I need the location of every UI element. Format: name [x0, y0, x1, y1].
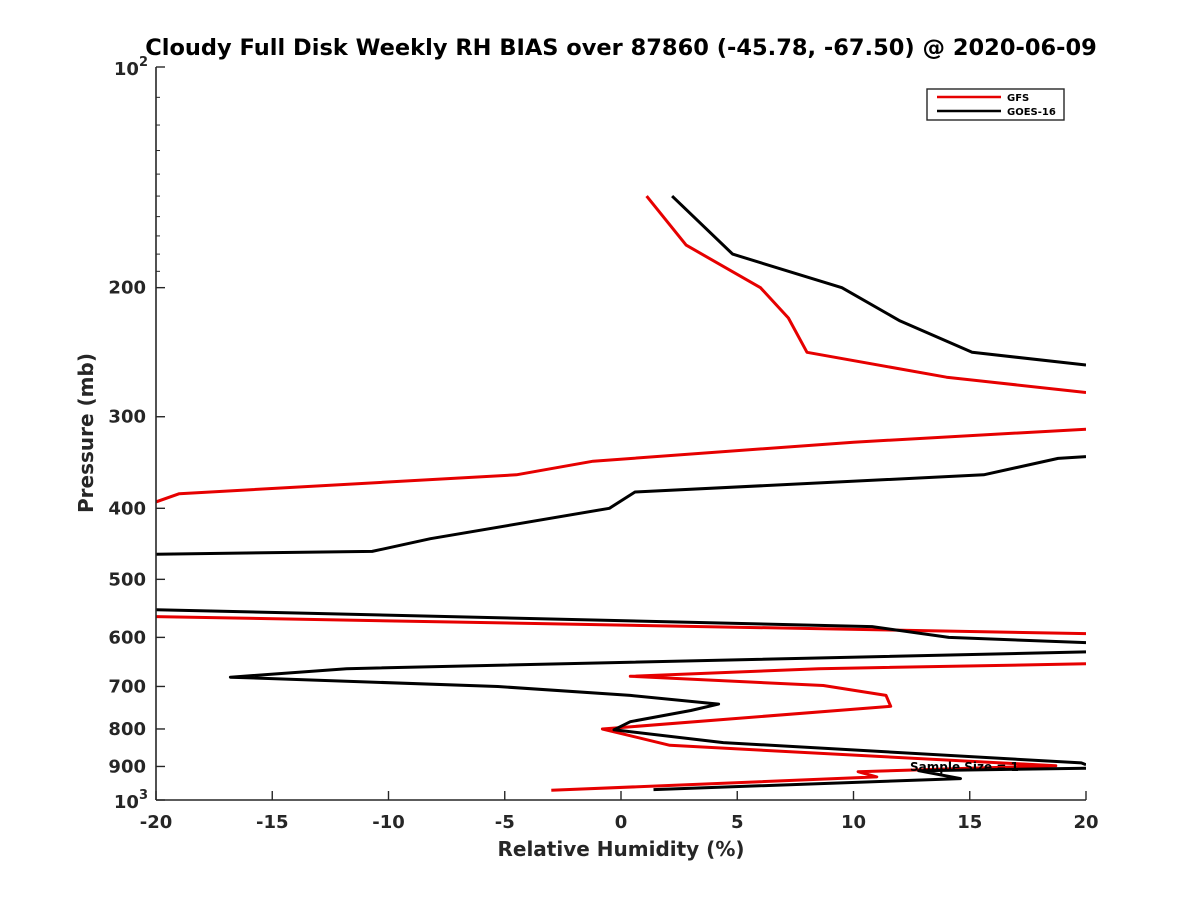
legend-box	[926, 88, 1065, 121]
tick-base: 10	[114, 59, 139, 80]
tick-exponent: 2	[139, 55, 148, 70]
series-line-gfs	[156, 195, 1086, 792]
y-tick-label: 300	[108, 407, 146, 428]
y-tick-label: 700	[108, 676, 146, 697]
y-tick-label: 800	[108, 719, 146, 740]
x-axis-label: Relative Humidity (%)	[497, 837, 744, 861]
x-tick-label: -10	[372, 812, 405, 833]
legend-entry: GFS	[1007, 93, 1029, 104]
x-tick-label: 5	[731, 812, 744, 833]
tick-exponent: 3	[139, 788, 148, 803]
x-tick-label: 20	[1073, 812, 1098, 833]
x-tick-label: 10	[841, 812, 866, 833]
y-tick-label: 400	[108, 498, 146, 519]
series-group	[156, 195, 1086, 792]
y-tick-label: 200	[108, 278, 146, 299]
sample-size-annotation: Sample Size = 1	[910, 760, 1019, 774]
legend-entry: GOES-16	[1007, 107, 1056, 118]
y-tick-label: 500	[108, 569, 146, 590]
series-line-goes-16	[156, 195, 1086, 792]
y-tick-label: 103	[114, 788, 148, 813]
y-tick-label: 900	[108, 756, 146, 777]
tick-base: 10	[114, 792, 139, 813]
plot-background	[156, 67, 1086, 800]
plot-area	[156, 67, 1086, 800]
chart-title: Cloudy Full Disk Weekly RH BIAS over 878…	[145, 35, 1097, 61]
x-tick-label: -5	[495, 812, 515, 833]
axes-group: -20 -15 -10 -5 0 5 10 15 20102200300400500600700…	[108, 55, 1098, 833]
x-tick-label: -15	[256, 812, 289, 833]
x-tick-label: -20	[140, 812, 173, 833]
legend: GFS GOES-16	[926, 88, 1065, 121]
y-tick-label: 102	[114, 55, 148, 80]
y-axis-label: Pressure (mb)	[74, 353, 98, 513]
x-tick-label: 0	[615, 812, 628, 833]
x-tick-label: 15	[957, 812, 982, 833]
y-tick-label: 600	[108, 627, 146, 648]
